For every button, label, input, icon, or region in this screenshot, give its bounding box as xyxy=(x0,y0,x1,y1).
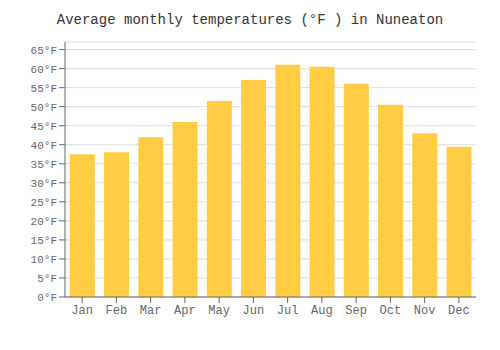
svg-text:40°F: 40°F xyxy=(31,140,57,152)
svg-text:Mar: Mar xyxy=(140,304,162,318)
svg-text:May: May xyxy=(208,304,230,318)
svg-text:Jul: Jul xyxy=(277,304,299,318)
svg-text:0°F: 0°F xyxy=(37,292,57,304)
svg-text:Apr: Apr xyxy=(174,304,196,318)
svg-text:55°F: 55°F xyxy=(31,83,57,95)
svg-text:Feb: Feb xyxy=(106,304,128,318)
svg-text:Oct: Oct xyxy=(380,304,402,318)
svg-text:Jun: Jun xyxy=(243,304,265,318)
svg-text:Dec: Dec xyxy=(448,304,470,318)
svg-text:20°F: 20°F xyxy=(31,216,57,228)
svg-text:30°F: 30°F xyxy=(31,178,57,190)
svg-text:Aug: Aug xyxy=(311,304,333,318)
svg-text:Sep: Sep xyxy=(345,304,367,318)
html-text:Average monthly temperatures (: Average monthly temperatures (°F ) in Nu… xyxy=(56,12,444,28)
svg-text:25°F: 25°F xyxy=(31,197,57,209)
svg-text:45°F: 45°F xyxy=(31,121,57,133)
svg-text:10°F: 10°F xyxy=(31,254,57,266)
svg-text:60°F: 60°F xyxy=(31,64,57,76)
svg-text:15°F: 15°F xyxy=(31,235,57,247)
svg-text:5°F: 5°F xyxy=(37,273,57,285)
svg-text:35°F: 35°F xyxy=(31,159,57,171)
svg-text:50°F: 50°F xyxy=(31,102,57,114)
svg-text:Jan: Jan xyxy=(71,304,93,318)
svg-text:Nov: Nov xyxy=(414,304,436,318)
svg-text:65°F: 65°F xyxy=(31,45,57,57)
